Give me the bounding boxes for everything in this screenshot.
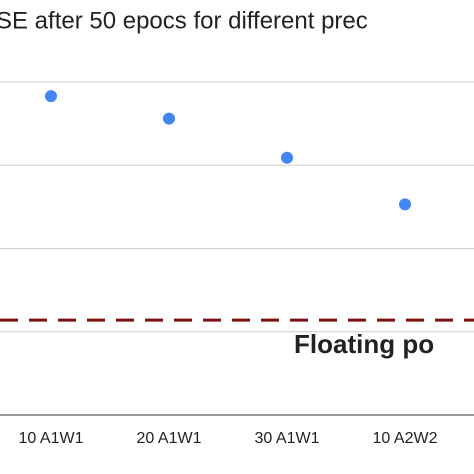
x-tick-label: 20 A1W1 bbox=[137, 430, 202, 447]
point bbox=[45, 90, 57, 103]
chart-title: SE after 50 epocs for different prec bbox=[0, 7, 368, 34]
x-tick-label: 30 A1W1 bbox=[255, 430, 320, 447]
point bbox=[399, 198, 411, 211]
x-tick-label: 10 A2W2 bbox=[373, 430, 438, 447]
point bbox=[281, 151, 293, 164]
point bbox=[163, 112, 175, 125]
x-tick-label: 10 A1W1 bbox=[19, 430, 84, 447]
reference-label: Floating po bbox=[294, 329, 434, 359]
